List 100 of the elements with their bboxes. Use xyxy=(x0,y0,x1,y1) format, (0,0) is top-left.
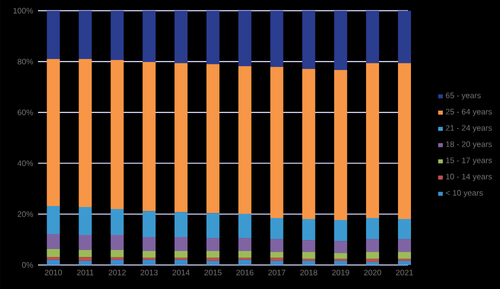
bar xyxy=(174,63,188,212)
y-tick-label: 100% xyxy=(13,8,34,14)
y-tick-label: 80% xyxy=(18,58,34,64)
bar xyxy=(302,240,316,252)
bar xyxy=(238,238,252,252)
x-tick-label: 2021 xyxy=(396,270,413,276)
legend-label: 18 - 20 years xyxy=(446,141,492,149)
y-tick-label: 40% xyxy=(17,160,34,166)
bar xyxy=(174,260,188,265)
bar xyxy=(142,211,156,238)
bar xyxy=(142,237,156,252)
bar xyxy=(366,252,380,259)
bar xyxy=(206,238,220,252)
bar xyxy=(238,251,252,258)
legend-label: 15 - 17 years xyxy=(446,158,492,165)
legend-label: 65 - years xyxy=(446,92,481,100)
bar xyxy=(78,234,92,250)
bar xyxy=(302,218,316,240)
x-tick-label: 2012 xyxy=(108,270,126,276)
bar xyxy=(366,63,380,218)
bar xyxy=(206,10,220,64)
bar xyxy=(238,10,252,66)
bar xyxy=(78,10,92,60)
bar xyxy=(398,63,411,219)
bar xyxy=(206,258,220,261)
bar xyxy=(334,260,348,265)
x-tick-label: 2015 xyxy=(204,270,222,276)
bar xyxy=(238,214,252,238)
y-tick-label: 20% xyxy=(18,211,34,217)
x-tick-label: 2011 xyxy=(77,270,94,276)
bar xyxy=(334,10,348,70)
bar xyxy=(46,260,60,265)
x-tick-label: 2017 xyxy=(268,270,286,276)
legend-label: < 10 years xyxy=(446,190,483,198)
bar xyxy=(110,250,124,258)
x-tick-label: 2019 xyxy=(332,270,350,276)
x-tick-label: 2014 xyxy=(172,270,190,276)
bar xyxy=(174,10,188,64)
bar xyxy=(142,10,156,62)
x-tick-label: 2013 xyxy=(140,270,158,276)
bar xyxy=(270,218,284,240)
bar xyxy=(78,59,92,208)
bar xyxy=(398,10,411,64)
bar xyxy=(302,252,316,259)
bar xyxy=(78,257,92,261)
bar xyxy=(366,239,380,252)
bar xyxy=(46,248,60,258)
bar xyxy=(142,251,156,258)
bar xyxy=(366,262,380,265)
bar xyxy=(366,258,380,262)
x-tick-label: 2018 xyxy=(300,270,318,276)
y-tick-label: 60% xyxy=(18,110,34,116)
bar xyxy=(206,260,220,265)
bar xyxy=(110,10,124,60)
x-tick-label: 2010 xyxy=(44,270,62,276)
bar xyxy=(174,237,188,252)
bar xyxy=(238,66,252,214)
bar xyxy=(398,239,411,252)
bar xyxy=(270,239,284,252)
bar xyxy=(110,209,124,235)
bar xyxy=(78,250,92,258)
bar xyxy=(46,59,60,206)
bar xyxy=(302,10,316,69)
bar xyxy=(110,257,124,260)
bar xyxy=(110,60,124,210)
bar xyxy=(110,234,124,250)
bar xyxy=(46,257,60,260)
bar xyxy=(206,251,220,258)
bar xyxy=(398,252,411,259)
legend-label: 21 - 24 years xyxy=(446,125,492,132)
bar xyxy=(334,70,348,220)
bar xyxy=(206,213,220,238)
bar xyxy=(142,62,156,212)
bar xyxy=(398,218,411,240)
bar xyxy=(174,251,188,258)
x-tick-label: 2016 xyxy=(236,270,254,276)
bar xyxy=(398,260,411,265)
bar xyxy=(78,260,92,265)
bar xyxy=(46,234,60,249)
bar xyxy=(78,207,92,235)
bar xyxy=(334,241,348,254)
bar xyxy=(302,68,316,219)
y-tick-label: 0% xyxy=(22,262,34,268)
x-tick-label: 2020 xyxy=(364,270,382,276)
bar xyxy=(366,10,380,64)
legend-label: 10 - 14 years xyxy=(446,174,492,181)
bar xyxy=(270,10,284,67)
bar xyxy=(334,253,348,259)
bar xyxy=(46,206,60,234)
bar xyxy=(270,260,284,265)
legend-label: 25 - 64 years xyxy=(446,108,492,116)
bar xyxy=(334,220,348,242)
bar xyxy=(270,258,284,261)
bar xyxy=(270,66,284,218)
bar xyxy=(238,260,252,265)
bar xyxy=(302,260,316,265)
bar xyxy=(270,252,284,258)
bar xyxy=(366,218,380,240)
bar xyxy=(206,64,220,214)
bar xyxy=(110,260,124,265)
